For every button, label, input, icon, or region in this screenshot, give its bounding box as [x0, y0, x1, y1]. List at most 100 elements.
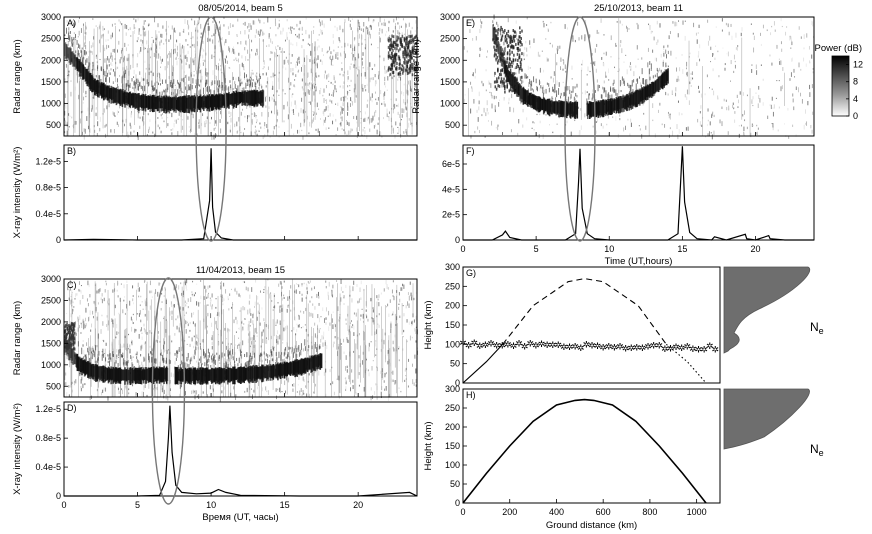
echo-speckle — [167, 25, 169, 28]
echo-band — [154, 87, 156, 91]
echo-speckle — [413, 66, 416, 70]
echo-speckle — [111, 62, 113, 66]
echo-band — [68, 343, 71, 361]
echo-speckle — [123, 284, 125, 289]
echo-speckle — [372, 318, 374, 323]
echo-speckle — [330, 60, 332, 66]
echo-speckle — [400, 119, 402, 121]
echo-speckle — [304, 110, 306, 113]
echo-speckle — [401, 34, 404, 38]
echo-speckle — [199, 64, 201, 67]
echo-speckle — [118, 340, 120, 346]
echo-speckle — [230, 392, 232, 397]
echo-speckle — [325, 117, 327, 121]
echo-speckle — [273, 126, 275, 130]
echo-speckle — [619, 117, 621, 121]
echo-speckle — [151, 296, 153, 299]
echo-speckle — [227, 342, 229, 346]
echo-speckle — [160, 33, 162, 38]
echo-speckle — [117, 295, 119, 298]
echo-band — [197, 78, 199, 86]
echo-speckle — [265, 72, 267, 76]
echo-speckle — [93, 300, 95, 304]
echo-speckle — [300, 310, 302, 313]
echo-speckle — [126, 343, 128, 347]
echo-band — [98, 350, 100, 356]
echo-speckle — [215, 306, 217, 309]
echo-speckle — [370, 341, 372, 343]
echo-speckle — [138, 333, 140, 339]
echo-speckle — [296, 328, 298, 333]
echo-speckle — [194, 50, 196, 53]
echo-band — [275, 361, 277, 369]
echo-speckle — [96, 316, 98, 321]
echo-speckle — [189, 343, 191, 347]
echo-speckle — [391, 65, 393, 69]
echo-speckle — [306, 290, 308, 295]
echo-speckle — [373, 125, 375, 129]
echo-band — [107, 72, 109, 77]
echo-speckle — [176, 56, 178, 60]
echo-speckle — [257, 129, 259, 131]
echo-speckle — [262, 338, 264, 344]
echo-speckle — [391, 314, 393, 316]
echo-speckle — [343, 71, 345, 74]
echo-speckle — [365, 309, 367, 312]
echo-band — [79, 56, 81, 61]
echo-band — [241, 81, 243, 85]
echo-speckle — [532, 121, 534, 124]
echo-speckle — [280, 305, 282, 308]
echo-band — [189, 361, 191, 365]
echo-speckle — [66, 392, 68, 397]
echo-speckle — [118, 29, 120, 32]
echo-speckle — [259, 19, 261, 24]
echo-speckle — [141, 332, 143, 334]
echo-speckle — [400, 45, 402, 51]
echo-speckle — [384, 81, 386, 86]
echo-speckle — [345, 355, 347, 360]
echo-speckle — [205, 52, 207, 56]
echo-speckle — [698, 50, 700, 56]
echo-speckle — [104, 289, 106, 293]
echo-speckle — [387, 360, 389, 365]
panel-label: D) — [67, 403, 77, 413]
echo-speckle — [741, 27, 743, 32]
echo-speckle — [392, 313, 394, 316]
echo-speckle — [479, 47, 481, 50]
echo-speckle — [301, 283, 303, 285]
echo-speckle — [306, 350, 308, 355]
echo-speckle — [396, 35, 398, 39]
echo-speckle — [74, 382, 76, 386]
echo-speckle — [148, 128, 150, 132]
echo-speckle — [170, 34, 172, 40]
echo-speckle — [305, 296, 307, 299]
echo-band — [71, 36, 73, 44]
echo-speckle — [403, 56, 406, 60]
echo-speckle — [229, 347, 231, 350]
echo-speckle — [480, 24, 482, 29]
echo-speckle — [370, 96, 372, 101]
echo-speckle — [79, 289, 81, 292]
echo-speckle — [351, 18, 353, 20]
echo-speckle — [292, 43, 294, 46]
echo-speckle — [481, 80, 483, 84]
echo-speckle — [130, 131, 132, 135]
y-axis-label: X-ray intensity (W/m²) — [12, 403, 23, 495]
echo-speckle — [651, 30, 653, 33]
echo-speckle — [285, 326, 287, 331]
echo-speckle — [343, 50, 345, 54]
echo-speckle — [407, 40, 410, 44]
echo-speckle — [307, 281, 309, 283]
echo-band — [300, 349, 302, 356]
echo-speckle — [232, 24, 234, 28]
echo-band — [109, 360, 111, 366]
echo-speckle — [379, 131, 381, 134]
echo-speckle — [264, 121, 266, 127]
echo-speckle — [321, 335, 323, 340]
echo-speckle — [116, 110, 118, 116]
echo-speckle — [348, 91, 350, 93]
echo-speckle — [114, 58, 116, 61]
echo-speckle — [124, 123, 126, 127]
echo-speckle — [197, 23, 199, 26]
echo-speckle — [271, 110, 273, 114]
